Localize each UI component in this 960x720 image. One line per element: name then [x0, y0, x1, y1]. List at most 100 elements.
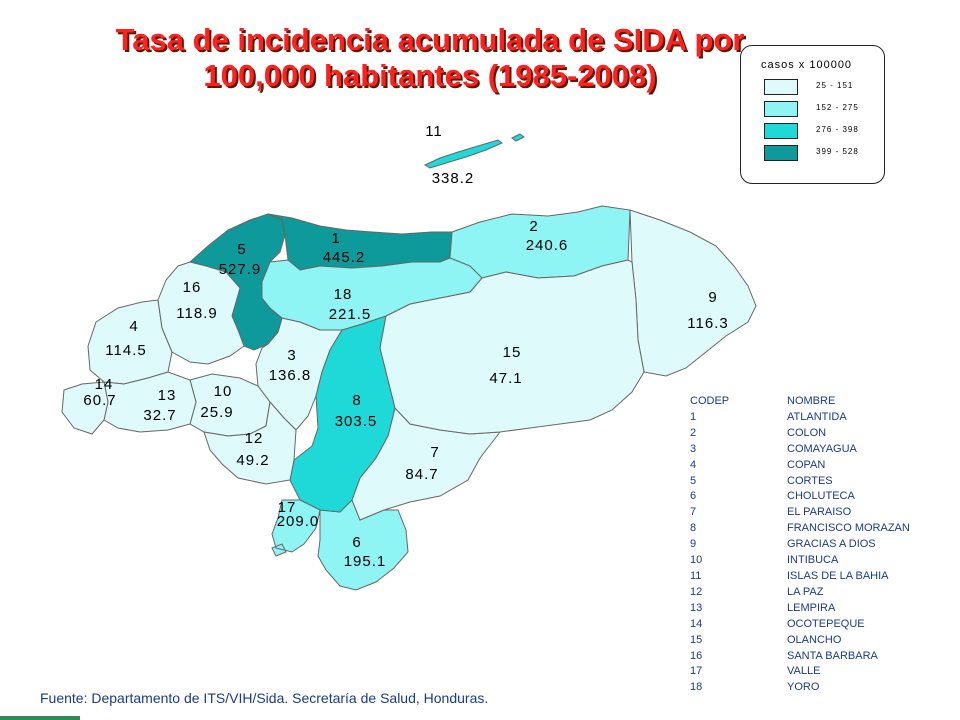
table-row: 6 CHOLUTECA: [690, 489, 957, 505]
map-title-line2: 100,000 habitantes (1985-2008): [203, 58, 657, 93]
department-rate-label: 136.8: [269, 367, 312, 384]
department-region: [629, 209, 757, 377]
table-row: 4 COPAN: [690, 458, 957, 474]
table-cell-name: VALLE: [787, 665, 821, 678]
table-cell-name: EL PARAISO: [787, 506, 852, 519]
legend-swatch: [764, 79, 798, 95]
table-cell-name: CORTES: [787, 474, 833, 487]
department-rate-label: 84.7: [405, 466, 438, 483]
table-cell-name: COLON: [787, 426, 827, 439]
table-row: 9 GRACIAS A DIOS: [690, 537, 957, 553]
department-rate-label: 303.5: [335, 413, 378, 430]
table-row: 15 OLANCHO: [690, 633, 957, 649]
table-row: 3 COMAYAGUA: [690, 442, 957, 458]
table-row: 5 CORTES: [690, 474, 957, 490]
department-rate-label: 195.1: [344, 553, 387, 570]
legend-item: 276 - 398: [764, 123, 882, 139]
table-cell-code: 13: [690, 601, 703, 614]
department-code-label: 5: [237, 241, 246, 258]
table-row: 7 EL PARAISO: [690, 505, 957, 521]
map-legend: casos x 100000 25 - 151 152 - 275 276 - 39…: [740, 45, 885, 184]
table-row: 2 COLON: [690, 426, 957, 442]
table-cell-name: OCOTEPEQUE: [787, 617, 865, 630]
department-code-label: 3: [287, 347, 296, 364]
table-cell-code: 7: [690, 506, 697, 519]
table-cell-name: LEMPIRA: [787, 601, 836, 614]
department-rate-label: 445.2: [323, 249, 366, 266]
department-rate-label: 47.1: [489, 370, 522, 387]
table-cell-name: COPAN: [787, 458, 826, 471]
table-cell-code: 6: [690, 490, 697, 503]
table-cell-code: 17: [690, 665, 703, 678]
department-region: [271, 499, 321, 557]
department-code-label: 10: [214, 383, 233, 400]
table-row: 18 YORO: [690, 680, 957, 696]
table-cell-name: ISLAS DE LA BAHIA: [787, 569, 889, 582]
department-rate-label: 240.6: [526, 237, 569, 254]
table-cell-name: SANTA BARBARA: [787, 649, 878, 662]
department-code-label: 16: [183, 279, 202, 296]
table-cell-code: 16: [690, 649, 703, 662]
table-cell-code: 3: [690, 442, 697, 455]
department-code-label: 12: [245, 430, 264, 447]
legend-label: 152 - 275: [816, 103, 859, 112]
department-rate-label: 221.5: [329, 306, 372, 323]
table-cell-name: GRACIAS A DIOS: [787, 538, 876, 551]
source-note: Fuente: Departamento de ITS/VIH/Sida. Se…: [40, 690, 489, 706]
legend-label: 25 - 151: [816, 81, 854, 90]
legend-title: casos x 100000: [761, 59, 853, 71]
department-rate-label: 527.9: [219, 261, 262, 278]
table-cell-code: 12: [690, 585, 703, 598]
table-cell-name: FRANCISCO MORAZAN: [787, 522, 910, 535]
department-code-label: 11: [425, 123, 443, 140]
table-cell-code: 4: [690, 458, 697, 471]
map-title: Tasa de incidencia acumulada de SIDA por…: [60, 22, 800, 94]
department-code-label: 15: [503, 344, 522, 361]
legend-item: 152 - 275: [764, 101, 882, 117]
department-table: CODEP NOMBRE 1 ATLANTIDA 2 COLON 3 COMAYAGUA 4…: [690, 394, 957, 696]
table-cell-name: INTIBUCA: [787, 554, 839, 567]
department-rate-label: 25.9: [200, 404, 233, 421]
table-header-code: CODEP: [690, 395, 730, 407]
department-code-label: 7: [430, 444, 439, 461]
table-header: CODEP NOMBRE: [690, 394, 957, 410]
legend-swatch: [764, 145, 798, 161]
table-cell-name: LA PAZ: [787, 585, 824, 598]
legend-label: 276 - 398: [816, 125, 859, 134]
table-cell-name: YORO: [787, 681, 820, 694]
table-row: 16 SANTA BARBARA: [690, 649, 957, 665]
legend-swatch: [764, 101, 798, 117]
table-row: 17 VALLE: [690, 664, 957, 680]
table-cell-code: 8: [690, 522, 697, 535]
table-cell-code: 11: [690, 569, 702, 582]
department-code-label: 2: [529, 218, 538, 235]
department-region: [379, 259, 645, 435]
department-code-label: 6: [352, 534, 361, 551]
department-rate-label: 49.2: [236, 452, 269, 469]
table-row: 1 ATLANTIDA: [690, 410, 957, 426]
department-code-label: 1: [331, 230, 340, 247]
department-code-label: 4: [129, 318, 138, 335]
table-cell-code: 18: [690, 681, 703, 694]
department-region: [61, 381, 109, 435]
department-rate-label: 116.3: [687, 315, 728, 332]
department-code-label: 13: [158, 387, 177, 404]
legend-item: 25 - 151: [764, 79, 882, 95]
department-rate-label: 114.5: [105, 342, 146, 359]
footer-accent-bar: [0, 716, 80, 720]
table-row: 13 LEMPIRA: [690, 601, 957, 617]
department-code-label: 17: [278, 499, 297, 516]
department-region: [261, 257, 483, 331]
table-cell-code: 5: [690, 474, 697, 487]
department-rate-label: 32.7: [143, 407, 176, 424]
department-rate-label: 118.9: [176, 305, 217, 322]
department-code-label: 9: [708, 289, 717, 306]
table-row: 14 OCOTEPEQUE: [690, 617, 957, 633]
table-cell-code: 9: [690, 538, 697, 551]
table-cell-code: 15: [690, 633, 703, 646]
legend-label: 399 - 528: [816, 147, 859, 156]
table-cell-code: 14: [690, 617, 703, 630]
legend-item: 399 - 528: [764, 145, 882, 161]
table-cell-code: 2: [690, 426, 697, 439]
